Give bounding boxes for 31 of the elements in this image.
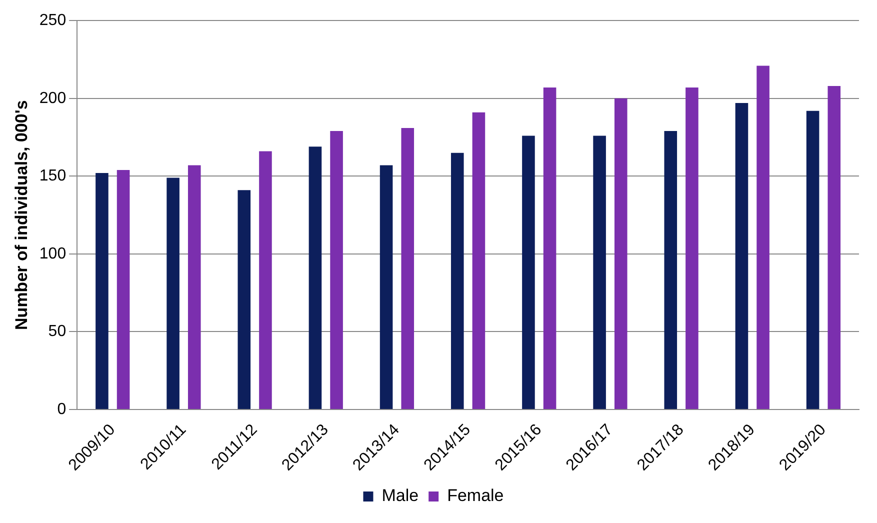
y-tick-label: 100 xyxy=(39,245,66,262)
bar xyxy=(756,66,770,410)
bar xyxy=(806,110,820,410)
y-tick-label: 150 xyxy=(39,168,66,185)
legend-label: Male xyxy=(382,486,419,506)
bar xyxy=(543,87,556,410)
y-axis-title: Number of individuals, 000's xyxy=(12,100,31,330)
y-tick-label: 50 xyxy=(48,323,66,340)
bar xyxy=(593,136,606,410)
bar xyxy=(330,131,343,410)
bar xyxy=(522,136,535,410)
bar xyxy=(828,86,841,410)
bar xyxy=(401,128,414,410)
bar xyxy=(472,112,486,410)
bar xyxy=(308,146,322,410)
bar xyxy=(664,131,678,410)
bar xyxy=(614,98,628,410)
bar xyxy=(96,173,108,410)
bar xyxy=(686,87,698,410)
bar xyxy=(259,151,272,410)
bar xyxy=(735,103,748,410)
bar xyxy=(450,152,464,410)
bar xyxy=(166,178,180,410)
y-tick-label: 250 xyxy=(39,12,66,30)
y-tick-label: 200 xyxy=(39,90,66,107)
bar xyxy=(238,190,251,410)
bar xyxy=(380,165,393,410)
legend-label: Female xyxy=(447,486,504,506)
bar xyxy=(188,165,201,410)
bar xyxy=(116,170,130,410)
y-tick-label: 0 xyxy=(57,400,66,418)
